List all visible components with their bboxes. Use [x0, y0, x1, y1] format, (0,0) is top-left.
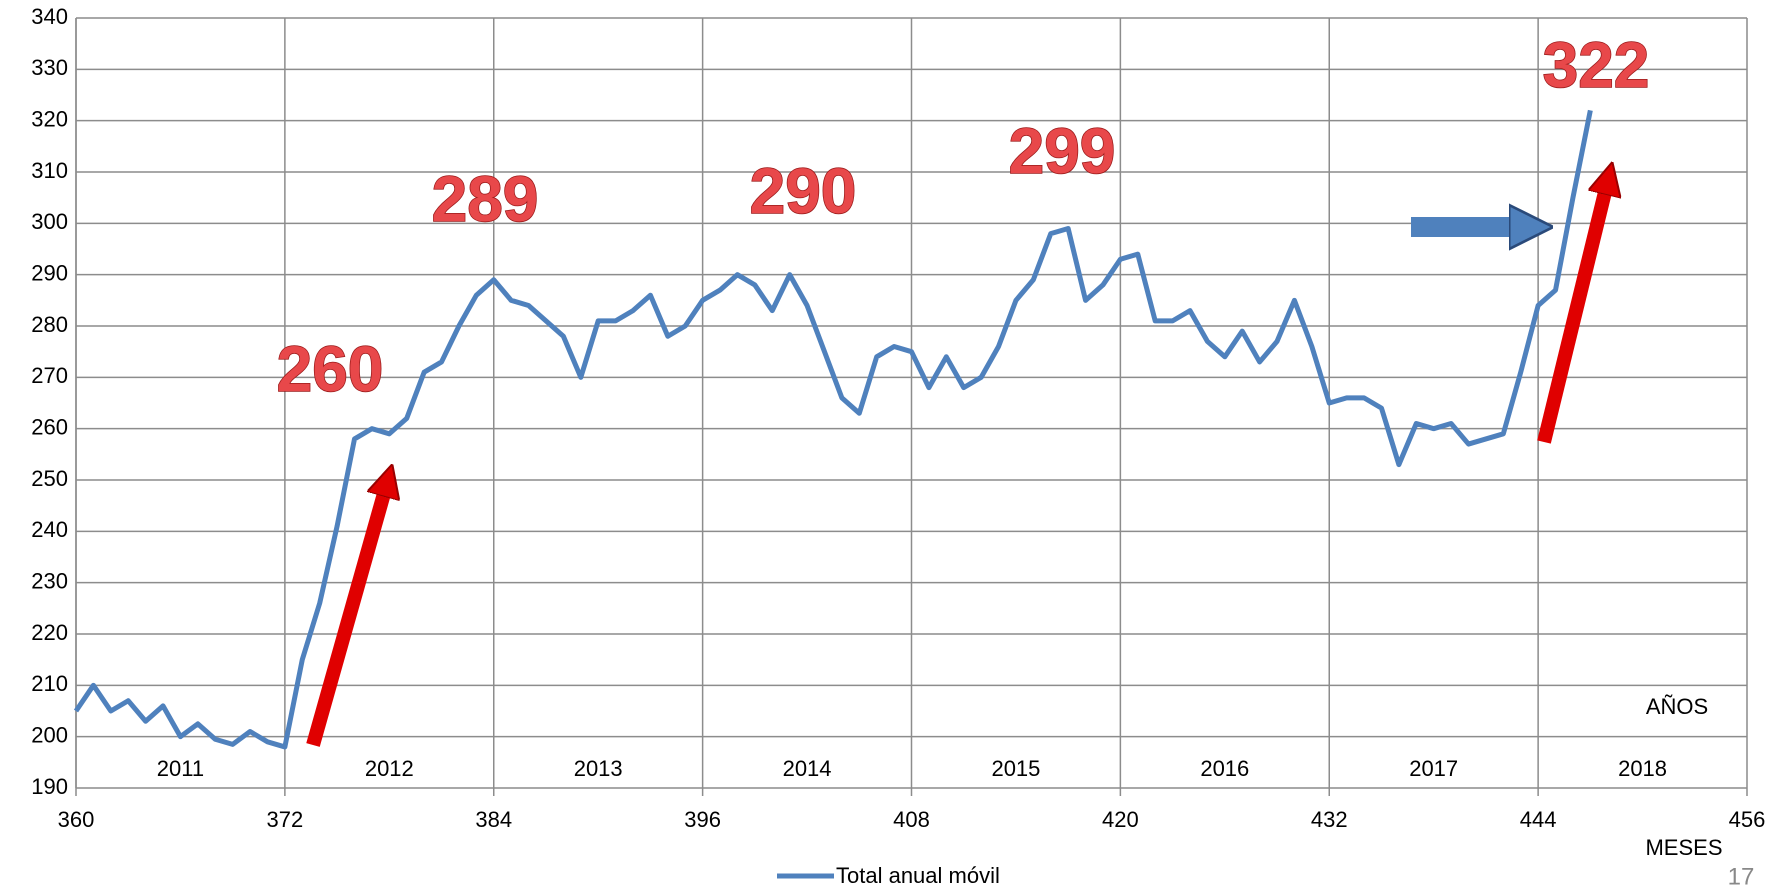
- year-label: 2015: [991, 756, 1040, 781]
- year-label: 2014: [783, 756, 832, 781]
- series-line: [73, 109, 1593, 750]
- x-tick-label: 432: [1311, 807, 1348, 832]
- y-tick-label: 270: [31, 363, 68, 388]
- annotation: 322: [1543, 29, 1650, 101]
- y-tick-label: 280: [31, 312, 68, 337]
- x-tick-label: 420: [1102, 807, 1139, 832]
- year-label: 2011: [157, 756, 204, 781]
- y-tick-label: 240: [31, 517, 68, 542]
- years-label: AÑOS: [1646, 694, 1708, 719]
- year-label: 2016: [1200, 756, 1249, 781]
- y-tick-label: 290: [31, 260, 68, 285]
- y-tick-label: 210: [31, 671, 68, 696]
- x-tick-label: 408: [893, 807, 930, 832]
- x-tick-label: 384: [475, 807, 512, 832]
- legend-label: Total anual móvil: [836, 863, 1000, 888]
- year-label: 2017: [1409, 756, 1458, 781]
- year-label: 2012: [365, 756, 414, 781]
- red-arrow: [1537, 188, 1606, 444]
- y-tick-label: 220: [31, 620, 68, 645]
- y-tick-label: 300: [31, 209, 68, 234]
- y-tick-label: 230: [31, 568, 68, 593]
- x-tick-label: 444: [1520, 807, 1557, 832]
- y-tick-label: 260: [31, 414, 68, 439]
- x-tick-label: 360: [58, 807, 95, 832]
- annotation: 290: [750, 155, 857, 227]
- x-tick-label: 456: [1729, 807, 1766, 832]
- x-axis-label: MESES: [1645, 835, 1722, 860]
- year-label: 2013: [574, 756, 623, 781]
- page-number: 17: [1728, 863, 1755, 888]
- y-tick-label: 200: [31, 722, 68, 747]
- axes: 190 200 210 220 230 240 250 260 270 280 290 300 310 3…: [31, 4, 1765, 832]
- year-label: 2018: [1618, 756, 1667, 781]
- x-tick-label: 396: [684, 807, 721, 832]
- red-arrow: [306, 490, 385, 747]
- y-tick-label: 330: [31, 55, 68, 80]
- annotation: 289: [432, 163, 539, 235]
- y-tick-label: 190: [31, 774, 68, 799]
- y-tick-label: 320: [31, 106, 68, 131]
- x-tick-label: 372: [267, 807, 304, 832]
- y-tick-label: 310: [31, 158, 68, 183]
- annotation: 299: [1009, 115, 1116, 187]
- y-tick-label: 250: [31, 466, 68, 491]
- y-tick-label: 340: [31, 4, 68, 29]
- annotation: 260: [277, 333, 384, 405]
